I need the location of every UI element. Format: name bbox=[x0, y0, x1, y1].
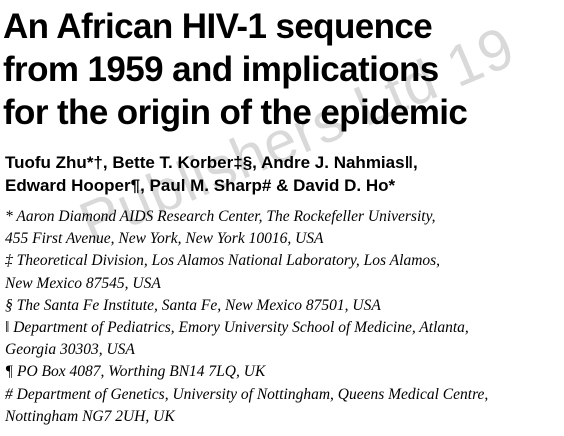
affiliation-line: Georgia 30303, USA bbox=[5, 341, 135, 359]
affiliation-line: * Aaron Diamond AIDS Research Center, Th… bbox=[5, 208, 436, 225]
affiliation-line: ‖ Department of Pediatrics, Emory Univer… bbox=[5, 319, 469, 337]
affiliation-line: # Department of Genetics, University of … bbox=[5, 385, 489, 403]
title-line: from 1959 and implications bbox=[3, 50, 439, 89]
author-list: Tuofu Zhu*†, Bette T. Korber‡§, Andre J.… bbox=[5, 151, 418, 197]
affiliation-line: § The Santa Fe Institute, Santa Fe, New … bbox=[5, 296, 381, 314]
title-line: for the origin of the epidemic bbox=[3, 93, 468, 132]
affiliation-line: ‡ Theoretical Division, Los Alamos Natio… bbox=[5, 252, 441, 270]
affiliation-line: ¶ PO Box 4087, Worthing BN14 7LQ, UK bbox=[5, 363, 266, 381]
title-line: An African HIV-1 sequence bbox=[3, 7, 433, 46]
author-line: Edward Hooper¶, Paul M. Sharp# & David D… bbox=[5, 176, 396, 195]
affiliation-line: 455 First Avenue, New York, New York 100… bbox=[5, 230, 324, 248]
affiliation-list: * Aaron Diamond AIDS Research Center, Th… bbox=[5, 206, 488, 428]
author-line: Tuofu Zhu*†, Bette T. Korber‡§, Andre J.… bbox=[5, 153, 418, 172]
affiliation-line: Nottingham NG7 2UH, UK bbox=[5, 407, 175, 425]
article-title: An African HIV-1 sequence from 1959 and … bbox=[3, 5, 468, 134]
affiliation-line: New Mexico 87545, USA bbox=[5, 274, 161, 292]
